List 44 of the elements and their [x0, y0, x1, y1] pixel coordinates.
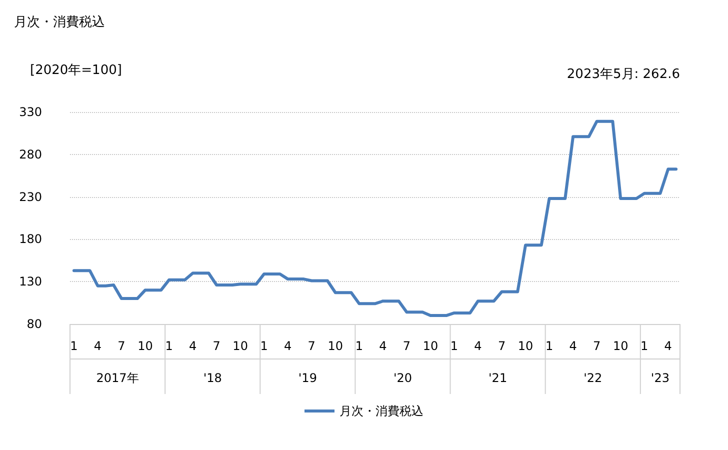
line-series [72, 120, 678, 318]
x-tick-label: 4 [188, 339, 197, 353]
x-tick-label: 4 [664, 339, 672, 353]
x-tick-label: 4 [379, 339, 387, 353]
text: '20 [393, 371, 412, 385]
text: '21 [488, 371, 508, 385]
text: '22 [584, 371, 602, 385]
x-tick-label: 10 [518, 339, 534, 353]
legend-label: 月次・消費税込 [340, 404, 424, 418]
x-tick-label: 1 [450, 339, 458, 353]
x-tick-label: 7 [212, 339, 220, 353]
y-tick-label: 330 [19, 105, 42, 119]
x-tick-label: 1 [640, 339, 648, 353]
x-tick-label: 4 [284, 339, 292, 353]
text: '19 [298, 371, 317, 385]
x-tick-label: 7 [402, 339, 411, 353]
text: '18 [203, 371, 222, 385]
x-tick-label: 7 [498, 339, 506, 353]
y-tick-label: 280 [19, 147, 42, 162]
x-tick-label: 10 [232, 339, 248, 353]
x-tick-label: 10 [612, 339, 628, 353]
x-tick-label: 4 [94, 339, 102, 353]
y-tick-label: 180 [19, 232, 42, 246]
y-tick-label: 80 [26, 317, 42, 331]
x-tick-label: 1 [260, 339, 268, 353]
y-tick-label: 230 [19, 190, 42, 204]
text: '23 [650, 371, 670, 385]
x-tick-label: 1 [165, 339, 173, 353]
x-tick-label: 10 [138, 339, 153, 353]
y-tick-label: 130 [19, 274, 42, 289]
x-tick-label: 1 [355, 339, 363, 353]
text: 2017年 [96, 371, 139, 385]
y-axis-title: [2020年=100] [30, 63, 122, 78]
text: 2023年5月: 262.6 [566, 67, 680, 82]
x-tick-label: 7 [308, 339, 316, 353]
x-tick-label: 7 [118, 339, 126, 353]
x-tick-label: 4 [474, 339, 482, 353]
x-tick-label: 10 [422, 339, 438, 353]
chart-title: 月次・消費税込 [14, 15, 105, 30]
x-tick-label: 7 [593, 339, 601, 353]
x-tick-label: 1 [545, 339, 554, 353]
x-tick-label: 10 [328, 339, 344, 353]
x-tick-label: 1 [70, 339, 78, 353]
x-tick-label: 4 [569, 339, 577, 353]
